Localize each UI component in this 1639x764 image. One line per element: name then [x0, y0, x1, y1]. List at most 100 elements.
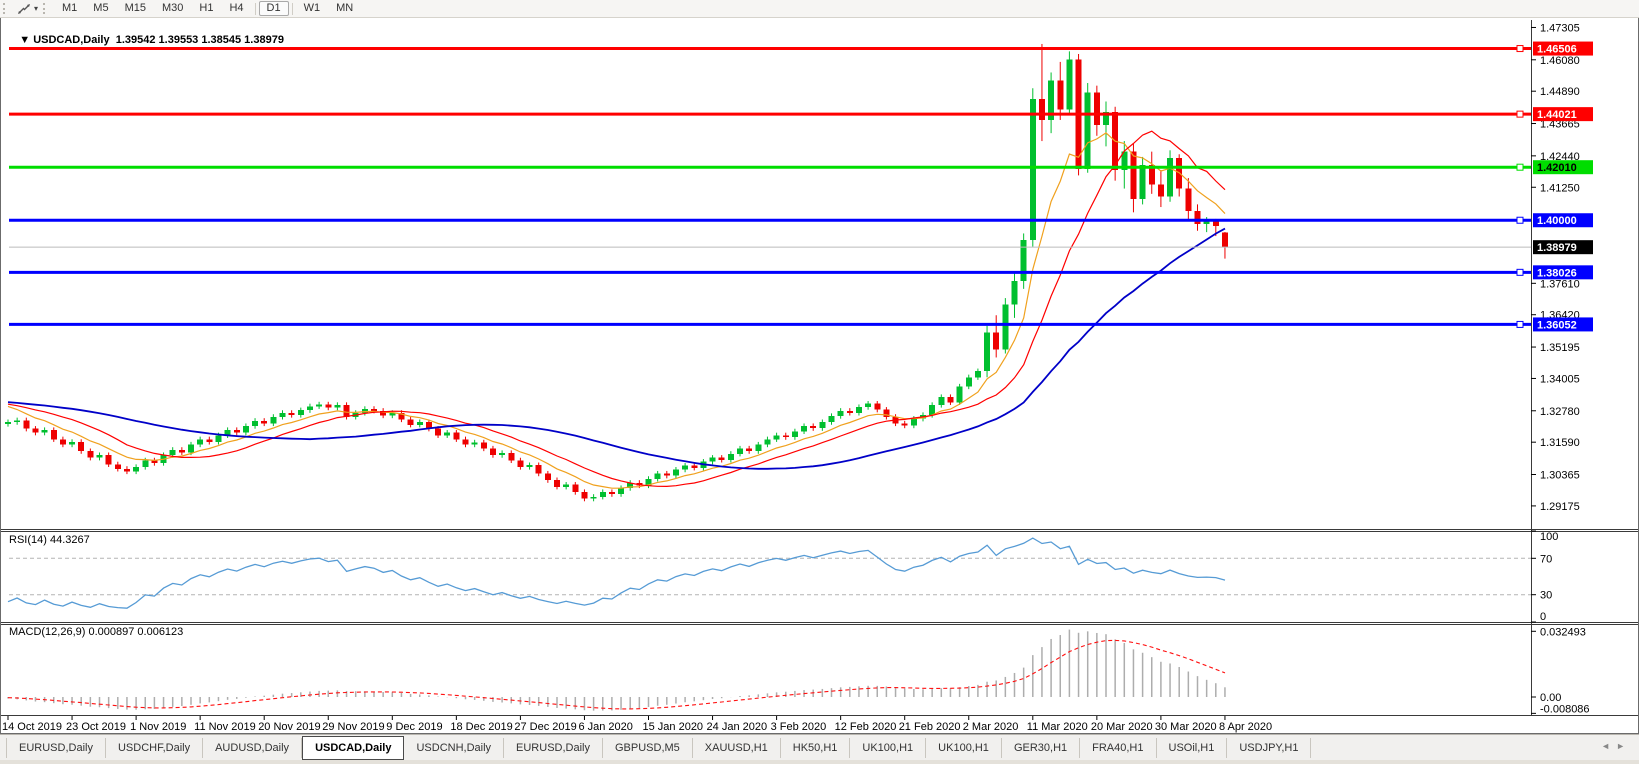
chart-tab-eurusd-daily-5[interactable]: EURUSD,Daily: [504, 737, 603, 758]
date-label: 21 Feb 2020: [899, 721, 961, 733]
date-label: 6 Jan 2020: [578, 721, 632, 733]
hline-badge-1.42010: 1.42010: [1537, 162, 1577, 174]
rsi-line: [7, 537, 1226, 609]
tool-dropdown-caret[interactable]: ▾: [34, 4, 39, 13]
date-label: 24 Jan 2020: [707, 721, 768, 733]
price-tick-label: 1.43665: [1540, 119, 1580, 131]
timeframe-button-W1[interactable]: W1: [303, 2, 321, 14]
chart-tab-bar: EURUSD,Daily USDCHF,Daily AUDUSD,Daily USDC…: [0, 734, 1639, 760]
timeframe-button-M5[interactable]: M5: [93, 2, 109, 14]
timeframe-button-H1[interactable]: H1: [199, 2, 214, 14]
date-label: 23 Oct 2019: [66, 721, 126, 733]
date-label: 1 Nov 2019: [130, 721, 186, 733]
macd-panel[interactable]: 0.032493 0.00-0.008086: [7, 626, 1590, 715]
date-label: 12 Feb 2020: [835, 721, 897, 733]
timeframe-button-H4[interactable]: H4: [229, 2, 244, 14]
hline-badge-1.44021: 1.44021: [1537, 109, 1577, 121]
toolbar-separator: [291, 2, 293, 15]
date-label: 14 Oct 2019: [2, 721, 62, 733]
macd-tick-label: 0.032493: [1540, 626, 1586, 638]
timeframe-toolbar: ▾ M1 M5 M15 M30 H1 H4 D1 W1 MN: [0, 0, 1639, 18]
toolbar-grip2[interactable]: [43, 3, 50, 14]
price-tick-label: 1.41250: [1540, 182, 1580, 194]
toolbar-grip[interactable]: [3, 3, 10, 14]
chart-tab-usdcnh-daily-4[interactable]: USDCNH,Daily: [404, 737, 505, 758]
toolbar-separator: [254, 2, 256, 15]
timeframe-button-MN[interactable]: MN: [336, 2, 354, 14]
chart-tab-usdcad-daily-3[interactable]: USDCAD,Daily: [302, 735, 405, 760]
macd-tick-label: 0.00: [1540, 692, 1561, 704]
macd-tick-label: -0.008086: [1540, 703, 1590, 715]
hline-handle-1.40000[interactable]: [1516, 216, 1524, 224]
timeframe-button-M1[interactable]: M1: [62, 2, 78, 14]
timeframe-button-M30[interactable]: M30: [161, 2, 184, 14]
chart-tab-uk100-h1-9[interactable]: UK100,H1: [850, 737, 927, 758]
price-tick-label: 1.37610: [1540, 278, 1580, 290]
current-price-badge: 1.38979: [1537, 242, 1577, 254]
macd-signal-line: [7, 639, 1226, 710]
rsi-tick-label: 0: [1540, 611, 1546, 623]
date-label: 20 Nov 2019: [258, 721, 320, 733]
slow-ma-line: [7, 227, 1226, 470]
rsi-label: RSI(14) 44.3267: [9, 534, 90, 546]
mid-ma-line: [7, 130, 1226, 488]
date-label: 29 Nov 2019: [322, 721, 384, 733]
tab-scroll-arrows[interactable]: ◄►: [1601, 741, 1631, 751]
hline-handle-1.44021[interactable]: [1516, 110, 1524, 118]
date-axis[interactable]: 14 Oct 2019 23 Oct 2019 1 Nov 2019 11 Nov 2…: [2, 716, 1272, 733]
hline-badge-1.40000: 1.40000: [1537, 215, 1577, 227]
chart-tab-eurusd-daily-0[interactable]: EURUSD,Daily: [6, 737, 106, 758]
chart-tab-uk100-h1-10[interactable]: UK100,H1: [926, 737, 1002, 758]
chart-symbol: USDCAD,Daily: [33, 34, 110, 46]
chart-tab-usdchf-daily-1[interactable]: USDCHF,Daily: [106, 737, 204, 758]
crosshair-tool-icon[interactable]: [14, 2, 34, 15]
date-label: 15 Jan 2020: [643, 721, 704, 733]
tab-scroll-right-icon[interactable]: ►: [1616, 741, 1631, 751]
rsi-tick-label: 100: [1540, 531, 1558, 543]
chart-title: ▼ USDCAD,Daily 1.39542 1.39553 1.38545 1…: [7, 22, 284, 58]
rsi-panel[interactable]: 100 70 30 0: [7, 530, 1558, 623]
hline-handle-1.38026[interactable]: [1516, 268, 1524, 276]
timeframe-button-D1[interactable]: D1: [258, 1, 289, 16]
macd-label: MACD(12,26,9) 0.000897 0.006123: [9, 626, 184, 638]
price-tick-label: 1.32780: [1540, 406, 1580, 418]
chart-title-caret[interactable]: ▼: [19, 34, 34, 46]
date-label: 2 Mar 2020: [963, 721, 1019, 733]
chart-tab-fra40-h1-12[interactable]: FRA40,H1: [1080, 737, 1157, 758]
chart-tab-audusd-daily-2[interactable]: AUDUSD,Daily: [203, 737, 303, 758]
price-tick-label: 1.34005: [1540, 373, 1580, 385]
price-tick-label: 1.35195: [1540, 342, 1580, 354]
date-label: 30 Mar 2020: [1155, 721, 1217, 733]
hline-objects-layer[interactable]: [9, 45, 1531, 328]
date-label: 20 Mar 2020: [1091, 721, 1153, 733]
candles-layer: [5, 43, 1228, 502]
chart-tab-usdjpy-h1-14[interactable]: USDJPY,H1: [1227, 737, 1312, 758]
price-tick-label: 1.47305: [1540, 22, 1580, 34]
chart-tab-xauusd-h1-7[interactable]: XAUUSD,H1: [693, 737, 781, 758]
chart-canvas[interactable]: 1.47305 1.46080 1.44890 1.43665 1.42440 1.412…: [1, 18, 1638, 733]
date-label: 8 Apr 2020: [1219, 721, 1272, 733]
price-axis[interactable]: 1.47305 1.46080 1.44890 1.43665 1.42440 1.412…: [1531, 22, 1580, 513]
price-badges: 1.46506 1.44021 1.42010 1.40000 1.38026 1.360…: [1533, 41, 1593, 332]
date-label: 27 Dec 2019: [514, 721, 576, 733]
date-label: 11 Mar 2020: [1027, 721, 1088, 733]
moving-averages-layer: [7, 130, 1226, 489]
price-tick-label: 1.46080: [1540, 55, 1580, 67]
panel-separators: [1, 20, 1638, 716]
date-label: 9 Dec 2019: [386, 721, 442, 733]
chart-tab-usoil-h1-13[interactable]: USOil,H1: [1157, 737, 1228, 758]
timeframe-button-M15[interactable]: M15: [124, 2, 146, 14]
chart-tab-hk50-h1-8[interactable]: HK50,H1: [781, 737, 851, 758]
chart-window[interactable]: 1.47305 1.46080 1.44890 1.43665 1.42440 1.412…: [0, 17, 1639, 734]
date-label: 11 Nov 2019: [194, 721, 256, 733]
price-tick-label: 1.29175: [1540, 501, 1580, 513]
hline-handle-1.36052[interactable]: [1516, 320, 1524, 328]
date-label: 18 Dec 2019: [450, 721, 512, 733]
tab-scroll-left-icon[interactable]: ◄: [1601, 741, 1617, 751]
price-tick-label: 1.42440: [1540, 151, 1580, 163]
chart-tab-gbpusd-m5-6[interactable]: GBPUSD,M5: [603, 737, 693, 758]
chart-tab-ger30-h1-11[interactable]: GER30,H1: [1002, 737, 1081, 758]
hline-handle-1.42010[interactable]: [1516, 163, 1524, 171]
hline-handle-1.46506[interactable]: [1516, 45, 1524, 53]
rsi-tick-label: 70: [1540, 553, 1552, 565]
